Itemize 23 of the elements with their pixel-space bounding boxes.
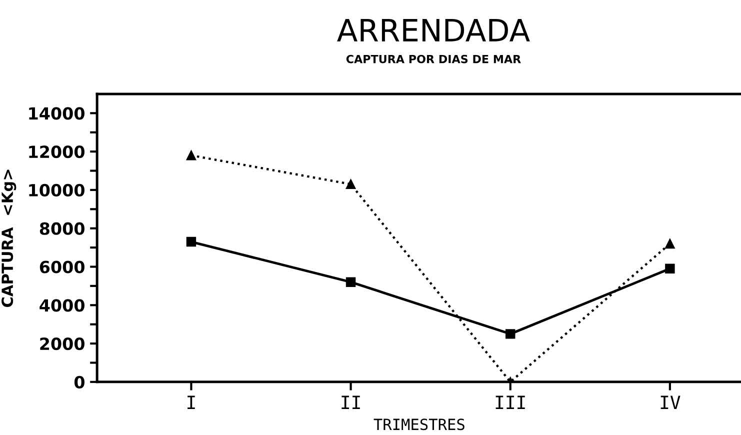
y-tick-label: 4000	[40, 299, 84, 312]
x-tick-label: I	[188, 396, 195, 409]
chart-title: ARRENDADA	[337, 19, 530, 42]
y-tick-label: 0	[74, 376, 84, 388]
x-tick-label: IV	[660, 396, 680, 409]
x-axis-title: TRIMESTRES	[374, 418, 464, 430]
y-tick-label: 2000	[40, 337, 84, 350]
y-tick-label: 14000	[29, 107, 84, 120]
chart-subtitle: CAPTURA POR DIAS DE MAR	[346, 54, 521, 64]
y-tick-label: 10000	[29, 184, 84, 197]
y-tick-label: 12000	[29, 146, 84, 158]
point	[346, 179, 356, 190]
point	[665, 264, 675, 274]
point	[665, 238, 675, 249]
x-tick-label: II	[342, 396, 360, 409]
x-tick-label: III	[496, 396, 525, 409]
point	[186, 150, 196, 160]
point	[506, 329, 516, 339]
y-axis-title: CAPTURA <Kg>	[2, 170, 16, 308]
y-tick-label: 6000	[40, 260, 84, 274]
point	[186, 236, 196, 247]
point	[346, 277, 356, 287]
y-tick-label: 8000	[40, 222, 84, 235]
